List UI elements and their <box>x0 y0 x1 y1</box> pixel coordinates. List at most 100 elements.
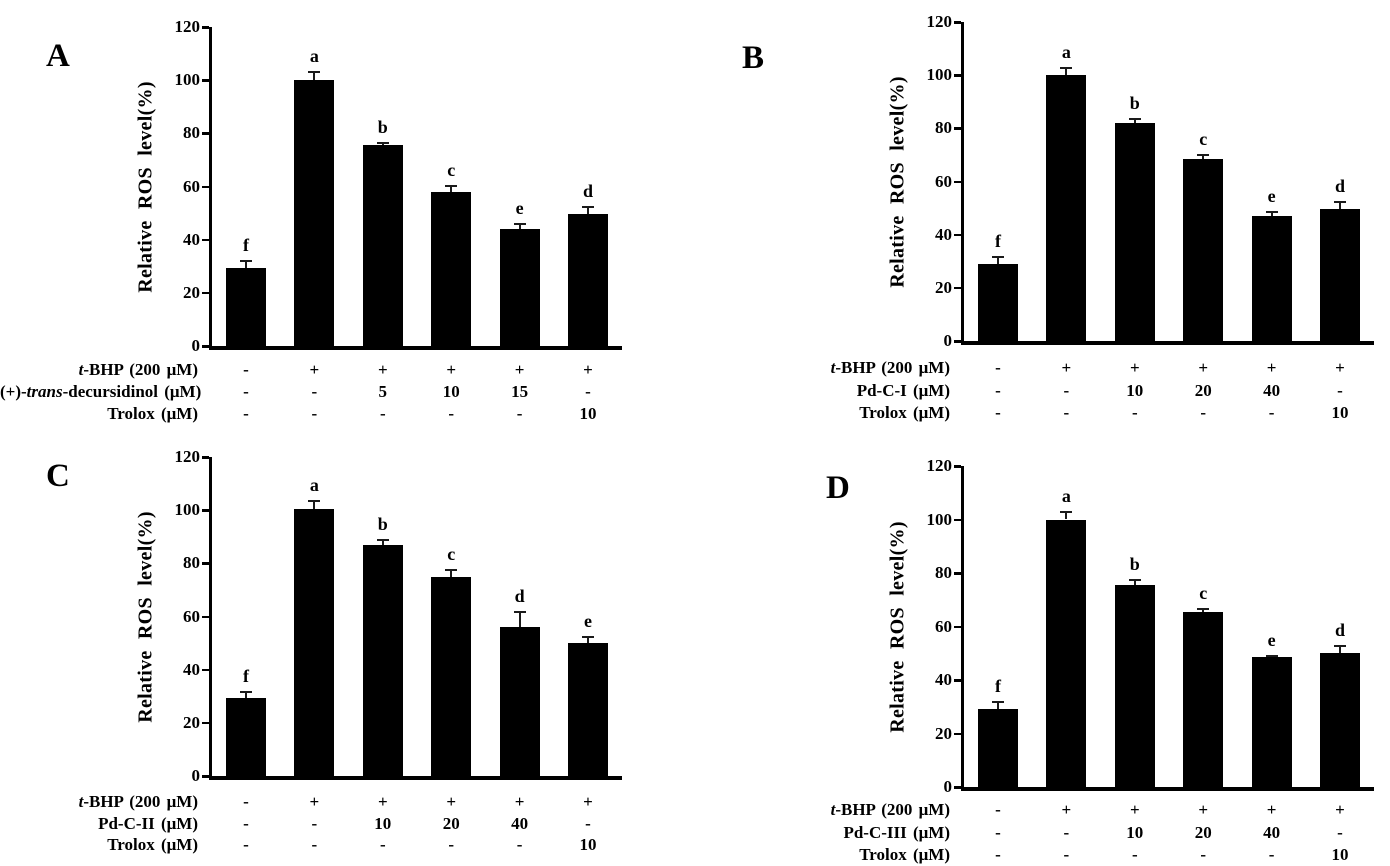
bar <box>362 544 403 776</box>
treatment-value: - <box>1063 403 1070 422</box>
bar <box>499 627 540 776</box>
error-bar <box>1270 211 1273 217</box>
y-tick <box>954 74 961 77</box>
bar <box>431 191 472 346</box>
y-tick-label: 120 <box>926 12 953 31</box>
y-tick-label: 40 <box>935 670 952 689</box>
y-tick-label: 40 <box>183 659 200 679</box>
y-tick <box>202 345 209 348</box>
treatment-value: + <box>514 360 525 379</box>
treatment-row-label: Pd-C-I (μM) <box>856 381 950 400</box>
y-tick <box>202 721 209 725</box>
error-bar <box>245 691 247 698</box>
treatment-value: 20 <box>442 814 460 833</box>
treatment-value: - <box>379 404 386 423</box>
error-bar <box>450 185 453 192</box>
treatment-value: - <box>1063 381 1070 400</box>
significance-letter: f <box>995 676 1001 697</box>
significance-letter: b <box>377 116 388 137</box>
significance-letter: b <box>1129 92 1140 113</box>
bar <box>1183 158 1224 341</box>
y-tick-label: 40 <box>935 224 952 244</box>
treatment-value: + <box>583 360 593 379</box>
y-tick <box>202 615 209 618</box>
treatment-row-label: Trolox (μM) <box>859 403 950 422</box>
significance-letter: b <box>1129 553 1140 574</box>
y-tick-label: 20 <box>935 277 952 297</box>
error-bar <box>245 260 247 268</box>
treatment-value: - <box>311 382 318 401</box>
treatment-value: - <box>1337 823 1343 842</box>
y-tick-label: 100 <box>926 65 953 85</box>
error-bar <box>1202 153 1205 159</box>
error-bar <box>313 70 316 81</box>
error-bar <box>1065 510 1068 520</box>
y-tick <box>202 79 209 82</box>
x-axis-line <box>209 776 622 780</box>
error-bar <box>997 701 999 710</box>
y-tick <box>954 679 961 682</box>
significance-letter: f <box>995 231 1001 252</box>
treatment-value: + <box>514 792 525 811</box>
bar <box>1046 75 1087 341</box>
y-tick-label: 120 <box>926 456 953 475</box>
treatment-value: - <box>995 800 1001 819</box>
y-tick-label: 80 <box>935 563 952 582</box>
bar <box>1114 585 1155 787</box>
treatment-value: - <box>379 835 386 854</box>
error-bar-cap <box>582 635 594 638</box>
y-tick-label: 0 <box>191 336 201 355</box>
treatment-row-label: Trolox (μM) <box>859 845 950 864</box>
bar <box>1046 519 1087 787</box>
significance-letter: a <box>1061 485 1071 506</box>
treatment-row-label: t-BHP (200 μM) <box>830 358 950 377</box>
panel-label-A: A <box>46 38 70 74</box>
treatment-value: - <box>1337 381 1343 400</box>
y-tick <box>954 732 961 735</box>
y-tick-label: 0 <box>943 331 953 350</box>
significance-letter: d <box>514 586 525 607</box>
error-bar <box>1065 66 1068 76</box>
y-tick-label: 60 <box>183 176 200 196</box>
y-tick-label: 100 <box>174 500 201 520</box>
bar <box>1251 216 1292 341</box>
error-bar <box>587 205 589 215</box>
significance-letter: a <box>309 475 319 496</box>
treatment-value: - <box>516 404 523 423</box>
error-bar <box>450 569 453 577</box>
treatment-value: 40 <box>511 814 529 833</box>
treatment-value: - <box>311 814 318 833</box>
treatment-value: - <box>995 403 1001 422</box>
treatment-value: + <box>1266 800 1277 819</box>
error-bar-cap <box>308 70 321 73</box>
y-tick-label: 40 <box>183 229 200 249</box>
treatment-value: + <box>309 360 320 379</box>
treatment-value: - <box>243 792 249 811</box>
significance-letter: a <box>1061 41 1071 62</box>
significance-letter: d <box>1334 620 1345 641</box>
bar <box>1251 657 1292 787</box>
treatment-value: - <box>243 404 249 423</box>
error-bar-cap <box>1334 645 1346 648</box>
treatment-value: + <box>377 792 388 811</box>
error-bar-cap <box>1265 211 1278 214</box>
y-axis-line <box>961 466 964 791</box>
treatment-value: - <box>1200 845 1207 864</box>
treatment-value: 10 <box>579 835 597 854</box>
error-bar-cap <box>992 256 1004 259</box>
y-tick-label: 20 <box>935 723 952 743</box>
y-tick <box>954 233 961 237</box>
y-tick <box>202 238 209 242</box>
y-tick-label: 100 <box>174 70 201 90</box>
x-axis-line <box>961 341 1374 345</box>
treatment-value: - <box>1063 845 1070 864</box>
treatment-value: - <box>243 814 249 833</box>
bar <box>226 697 266 776</box>
bar <box>294 80 335 346</box>
significance-letter: c <box>447 160 456 181</box>
treatment-value: + <box>1129 800 1140 819</box>
bar <box>1320 653 1360 787</box>
y-tick <box>954 625 961 628</box>
